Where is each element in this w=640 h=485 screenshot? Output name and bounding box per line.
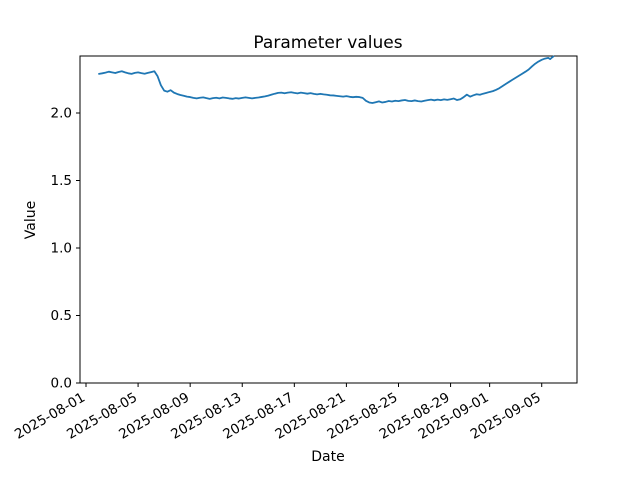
axes-frame [79, 55, 578, 384]
chart-title: Parameter values [253, 33, 402, 53]
series-line-parameter-value [98, 55, 555, 104]
y-tick-label: 1.0 [51, 240, 72, 256]
y-tick-label: 0.0 [51, 376, 72, 392]
y-axis-label: Value [23, 201, 39, 239]
y-tick-label: 1.5 [51, 173, 72, 189]
plot-area: 0.00.51.01.52.02025-08-012025-08-052025-… [12, 55, 578, 443]
y-tick-label: 2.0 [51, 105, 72, 121]
y-tick-label: 0.5 [51, 308, 72, 324]
x-axis-label: Date [311, 449, 344, 465]
